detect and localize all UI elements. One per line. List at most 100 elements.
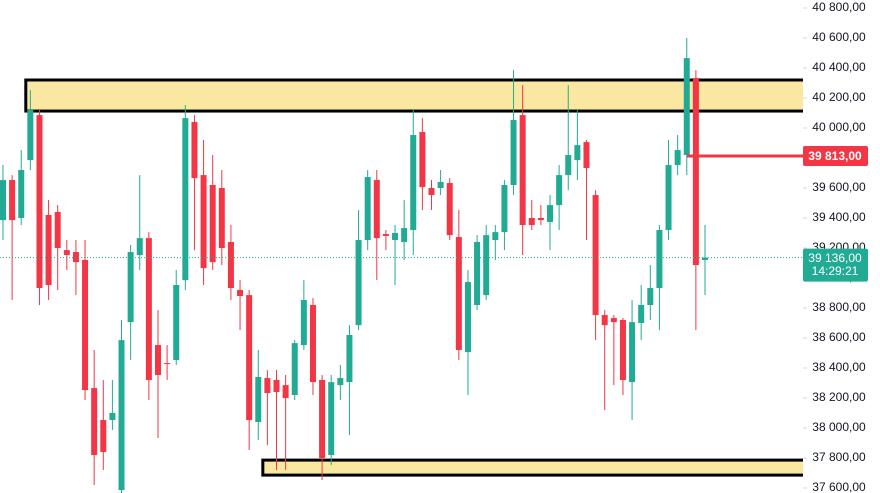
candle-body	[519, 115, 526, 226]
current-price-box	[803, 248, 868, 282]
candle-body	[565, 155, 572, 176]
candle-body	[437, 182, 444, 188]
candle-body	[419, 132, 426, 188]
y-tick-label: 39 400,00	[812, 210, 866, 224]
y-tick-label: 37 800,00	[812, 450, 866, 464]
candle-body	[136, 238, 143, 256]
candle-body	[145, 238, 152, 380]
candle-body	[328, 382, 335, 455]
candle-body	[309, 305, 316, 383]
candle-body	[182, 118, 189, 281]
candle-body	[474, 242, 481, 305]
candle-body	[0, 180, 6, 221]
candle-body	[18, 170, 25, 218]
candle-body	[547, 205, 554, 223]
candle-body	[246, 295, 253, 421]
candle-body	[455, 237, 462, 350]
candle-body	[647, 288, 654, 305]
candle-body	[537, 218, 544, 221]
candle-body	[428, 188, 435, 196]
candle-body	[656, 230, 663, 289]
candle-body	[300, 300, 307, 346]
candle-body	[191, 122, 198, 179]
candle-body	[237, 290, 244, 296]
current-price-label: 39 136,00	[808, 251, 862, 265]
candle-body	[638, 305, 645, 323]
candle-body	[446, 183, 453, 236]
zone	[261, 458, 803, 477]
candle-body	[36, 115, 43, 289]
candle-body	[683, 58, 690, 155]
candle-body	[556, 175, 563, 206]
candle-body	[464, 282, 471, 353]
candle-body	[118, 340, 125, 491]
candle-body	[392, 233, 399, 241]
candle-body	[100, 420, 107, 452]
y-tick-label: 40 200,00	[812, 90, 866, 104]
y-tick-label: 38 600,00	[812, 330, 866, 344]
candle-body	[528, 218, 535, 226]
candle-body	[337, 378, 344, 386]
candle-body	[45, 215, 52, 286]
candle-body	[255, 377, 262, 422]
candle-body	[346, 335, 353, 383]
candle-body	[692, 78, 699, 266]
candle-body	[164, 363, 171, 365]
y-tick-label: 40 000,00	[812, 120, 866, 134]
candle-body	[510, 120, 517, 185]
candle-body	[319, 380, 326, 458]
candle-body	[410, 135, 417, 230]
candle-body	[273, 380, 280, 392]
y-tick-label: 38 000,00	[812, 420, 866, 434]
candle-body	[401, 228, 408, 242]
candle-body	[227, 242, 234, 289]
candle-body	[364, 177, 371, 241]
candle-body	[702, 257, 708, 260]
candle-body	[54, 212, 61, 248]
candle-body	[501, 185, 508, 233]
countdown-label: 14:29:21	[812, 264, 859, 278]
candle-body	[674, 150, 681, 166]
y-tick-label: 38 400,00	[812, 360, 866, 374]
y-tick-label: 38 200,00	[812, 390, 866, 404]
candle-body	[218, 188, 225, 248]
candle-body	[583, 142, 590, 169]
candle-body	[592, 195, 599, 316]
candle-body	[574, 145, 581, 161]
candle-body	[173, 285, 180, 361]
candle-body	[72, 252, 79, 263]
candle-body	[27, 110, 34, 161]
candle-body	[264, 378, 271, 394]
candle-body	[355, 240, 362, 326]
level-label-box	[803, 146, 868, 167]
candle-body	[610, 318, 617, 323]
candle-body	[291, 343, 298, 395]
y-tick-label: 38 800,00	[812, 300, 866, 314]
candle-body	[127, 252, 134, 323]
candle-body	[209, 185, 216, 263]
level-label: 39 813,00	[808, 149, 862, 163]
candle-body	[91, 388, 98, 455]
y-tick-label: 40 800,00	[812, 0, 866, 14]
y-tick-label: 40 400,00	[812, 60, 866, 74]
plot-area	[0, 38, 803, 493]
candle-body	[483, 235, 490, 296]
candle-body	[619, 320, 626, 380]
candle-body	[63, 250, 70, 256]
candle-body	[82, 260, 89, 391]
candle-body	[109, 413, 116, 421]
candle-body	[629, 322, 636, 383]
y-tick-label: 40 600,00	[812, 30, 866, 44]
candle-body	[492, 232, 499, 241]
candle-body	[9, 180, 16, 221]
y-tick-label: 39 600,00	[812, 180, 866, 194]
candle-body	[382, 234, 389, 236]
candle-body	[282, 385, 289, 398]
price-axis: 37 600,00 37 800,00 38 000,00 38 200,00 38 4…	[803, 0, 866, 493]
candle-body	[601, 315, 608, 326]
candle-body	[665, 165, 672, 230]
zone	[24, 78, 803, 113]
candle-body	[200, 175, 207, 269]
candle-body	[373, 180, 380, 239]
